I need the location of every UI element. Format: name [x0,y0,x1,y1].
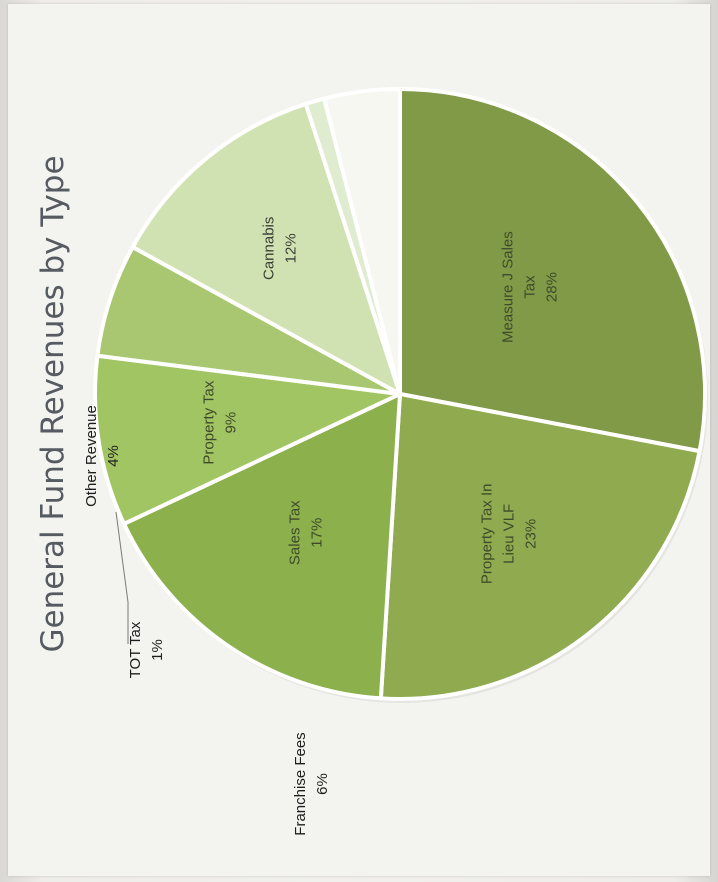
document-sheet: Measure J Sales Tax 28% Property Tax In Lieu… [8,4,710,876]
chart-title-text: General Fund Revenues by Type [35,155,71,652]
pie-slice-property-tax-in-lieu-vlf [378,392,702,701]
data-label-franchise-fees: Franchise Fees 6% [292,732,331,835]
data-label-cannabis: Cannabis 12% [261,217,300,280]
slice-category-label: Measure J Sales [499,231,516,343]
slice-value-label: 1% [149,639,166,661]
slice-value-label: 12% [283,233,300,263]
data-label-measure-j-sales-tax: Measure J Sales Tax 28% [499,231,560,343]
slice-value-label: 4% [105,445,122,467]
slice-value-label: 28% [543,272,560,302]
slice-value-label: 6% [314,773,331,795]
chart-title: General Fund Revenues by Type [35,155,71,652]
slice-category-label: Property Tax In [478,483,495,584]
pie-slice-property-tax [93,353,402,526]
slice-category-label: TOT Tax [127,621,144,678]
pie-chart: Measure J Sales Tax 28% Property Tax In Lieu… [35,87,708,836]
slice-category-label: Other Revenue [83,405,100,507]
data-label-property-tax-in-lieu-vlf: Property Tax In Lieu VLF 23% [478,483,539,584]
slice-category-label: Property Tax [200,380,217,464]
leader-line-tot-tax [115,511,129,644]
data-label-other-revenue: Other Revenue 4% [83,405,122,507]
pie-slice-other-revenue [322,87,402,396]
slice-value-label: 23% [522,519,539,549]
slice-category-label: Cannabis [261,217,278,280]
slice-category-label: Franchise Fees [292,732,309,835]
slice-value-label: 9% [222,412,239,434]
slice-category-label: Sales Tax [287,500,304,565]
pie-slice-measure-j-sales-tax [398,87,708,454]
data-label-tot-tax: TOT Tax 1% [127,621,166,678]
pie-slice-cannabis [130,101,402,396]
data-label-property-tax: Property Tax 9% [200,380,239,464]
slice-category-label: Tax [521,275,538,299]
data-label-sales-tax: Sales Tax 17% [287,500,326,565]
slice-value-label: 17% [309,518,326,548]
slice-category-label: Lieu VLF [500,504,517,564]
pie-slice-sales-tax [122,392,402,701]
